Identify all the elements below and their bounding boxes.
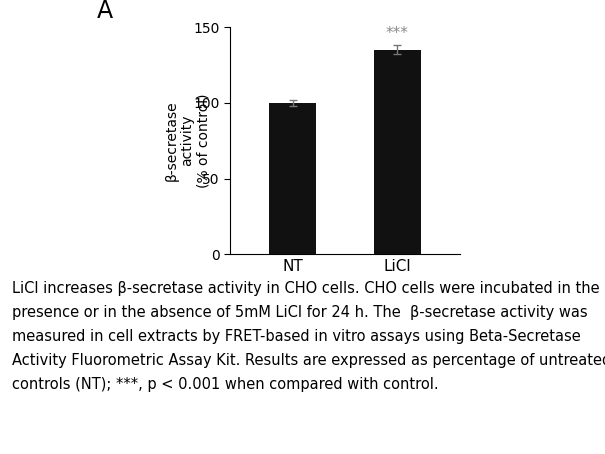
Bar	[374, 50, 420, 254]
Text: LiCl increases β-secretase activity in CHO cells. CHO cells were incubated in th: LiCl increases β-secretase activity in C…	[12, 281, 605, 392]
Y-axis label: β-secretase
activity
(% of control): β-secretase activity (% of control)	[165, 94, 211, 188]
Text: ***: ***	[385, 26, 408, 41]
Bar	[269, 103, 316, 254]
Text: A: A	[97, 0, 113, 23]
